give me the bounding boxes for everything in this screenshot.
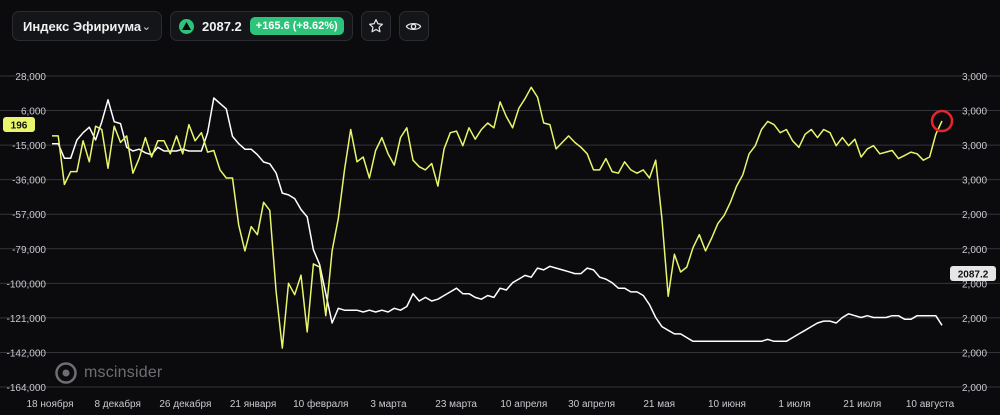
x-tick-label: 8 декабря xyxy=(94,398,140,410)
left-tick-label: 28,000 xyxy=(15,72,46,83)
favorite-button[interactable] xyxy=(360,11,391,41)
series-line-white xyxy=(52,97,943,343)
right-tick-label: 2,000 xyxy=(962,314,987,325)
watch-button[interactable] xyxy=(398,11,429,41)
left-axis: 28,000 6,000 -15,000 -36,000 -57,000 -79,000 -… xyxy=(7,72,47,394)
left-tick-label: -57,000 xyxy=(12,210,46,221)
x-tick-label: 21 июля xyxy=(843,399,881,410)
series-line-yellow xyxy=(52,86,943,349)
left-marker-label: 196 xyxy=(11,121,28,132)
right-tick-label: 3,000 xyxy=(962,141,987,152)
left-tick-label: -121,000 xyxy=(7,314,47,325)
right-tick-label: 3,000 xyxy=(962,176,987,187)
right-tick-label: 2,000 xyxy=(962,383,987,394)
left-tick-label: -36,000 xyxy=(12,176,46,187)
x-tick-label: 21 января xyxy=(230,399,276,410)
x-tick-label: 10 февраля xyxy=(293,398,348,410)
left-tick-label: -79,000 xyxy=(12,245,46,256)
toolbar: Индекс Эфириума ⌄ 2087.2 +165.6 (+8.62%) xyxy=(12,10,429,42)
x-tick-label: 18 ноября xyxy=(27,398,74,410)
x-axis: 18 ноября 8 декабря 26 декабря 21 января 10 … xyxy=(27,398,955,410)
brand-name: mscinsider xyxy=(84,364,163,381)
chevron-down-icon: ⌄ xyxy=(141,20,151,33)
grid xyxy=(0,75,1000,388)
right-tick-label: 2,000 xyxy=(962,348,987,359)
asset-name: Индекс Эфириума xyxy=(23,18,142,34)
price-change-badge: +165.6 (+8.62%) xyxy=(249,17,344,35)
x-tick-label: 10 июня xyxy=(708,399,746,410)
price-box: 2087.2 +165.6 (+8.62%) xyxy=(170,11,353,41)
x-tick-label: 21 мая xyxy=(643,399,675,410)
eye-icon xyxy=(405,22,422,30)
right-tick-label: 3,000 xyxy=(962,107,987,118)
current-price: 2087.2 xyxy=(202,18,242,34)
left-tick-label: -15,000 xyxy=(12,141,46,152)
left-value-marker: 196 xyxy=(3,117,35,132)
right-marker-label: 2087.2 xyxy=(958,270,989,281)
right-tick-label: 2,000 xyxy=(962,279,987,290)
triangle-up-icon xyxy=(179,18,194,34)
msc-logo-icon xyxy=(55,362,77,384)
star-icon xyxy=(368,19,383,33)
right-tick-label: 3,000 xyxy=(962,72,987,83)
brand-watermark: mscinsider xyxy=(54,361,162,385)
left-tick-label: -100,000 xyxy=(7,279,47,290)
left-tick-label: -164,000 xyxy=(7,383,47,394)
right-value-marker: 2087.2 xyxy=(950,266,996,281)
left-tick-label: 6,000 xyxy=(21,107,46,118)
left-tick-label: -142,000 xyxy=(7,348,47,359)
right-tick-label: 2,000 xyxy=(962,245,987,256)
x-tick-label: 3 марта xyxy=(370,399,407,410)
x-tick-label: 30 апреля xyxy=(568,399,615,410)
asset-selector[interactable]: Индекс Эфириума ⌄ xyxy=(12,11,162,41)
x-tick-label: 10 апреля xyxy=(500,399,547,410)
x-tick-label: 26 декабря xyxy=(159,398,211,410)
x-tick-label: 1 июля xyxy=(778,399,810,410)
last-point-marker xyxy=(930,109,954,133)
right-axis: 3,000 3,000 3,000 3,000 2,000 2,000 2,000 2,000… xyxy=(962,72,987,394)
x-tick-label: 10 августа xyxy=(906,399,955,410)
x-tick-label: 23 марта xyxy=(435,399,477,410)
right-tick-label: 2,000 xyxy=(962,210,987,221)
